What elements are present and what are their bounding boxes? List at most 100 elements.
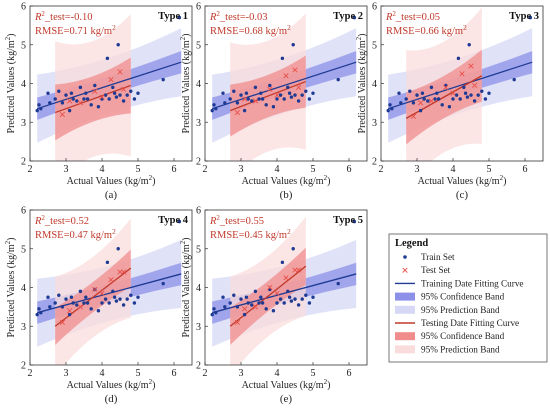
train-point — [415, 93, 419, 97]
plot-area — [210, 216, 357, 365]
train-point — [253, 289, 258, 294]
x-tick-label: 2 — [379, 164, 384, 175]
train-point — [82, 301, 86, 305]
train-point — [250, 303, 254, 307]
train-point — [103, 297, 108, 301]
train-point — [289, 299, 294, 303]
testing-fit-line — [405, 75, 483, 119]
test-point — [234, 319, 241, 325]
train-point — [278, 93, 283, 97]
train-point — [53, 301, 57, 305]
train-point — [487, 91, 491, 95]
train-point — [307, 301, 312, 305]
train-point — [411, 101, 416, 105]
train-point — [291, 247, 295, 251]
train-point — [469, 93, 473, 97]
x-tick-label: 4 — [275, 164, 280, 175]
train-point — [212, 103, 216, 107]
test-point — [295, 84, 302, 90]
y-tick-label: 4 — [196, 283, 201, 294]
panel-title: Type 4 — [158, 215, 189, 226]
y-tick-label: 2 — [372, 157, 377, 168]
train-point — [214, 106, 218, 111]
train-point — [118, 93, 122, 97]
test-point — [283, 275, 289, 281]
test-point — [108, 277, 114, 283]
train-point — [463, 91, 468, 95]
train-point — [462, 85, 466, 90]
legend-train-dot — [403, 255, 407, 259]
x-tick-label: 6 — [347, 368, 352, 379]
train-point — [244, 91, 249, 95]
train-point — [296, 303, 301, 307]
train-point — [107, 301, 111, 305]
train-point — [282, 301, 286, 305]
train-point — [260, 301, 265, 305]
train-point — [259, 91, 263, 95]
train-point — [100, 301, 104, 305]
train-point — [228, 97, 232, 101]
y-tick-label: 2 — [196, 361, 201, 372]
chart-panel-3: 2 3 4 5 6 2 3 4 5 6 Actual Values (kg/m2) Predicted… — [355, 2, 544, 201]
train-point — [71, 97, 75, 101]
train-point — [67, 312, 72, 317]
train-point — [48, 101, 52, 105]
train-point — [304, 89, 308, 93]
y-tick-label: 6 — [196, 206, 201, 217]
train-point — [286, 289, 290, 294]
train-point — [275, 97, 279, 101]
test-point — [241, 96, 248, 102]
train-point — [467, 43, 471, 47]
y-axis-label: Predicted Values (kg/m2) — [4, 238, 17, 338]
test-point — [108, 77, 114, 83]
x-tick-label: 3 — [239, 164, 244, 175]
train-point — [48, 305, 52, 309]
train-point — [287, 91, 292, 95]
train-point — [39, 106, 43, 111]
train-point — [239, 93, 243, 97]
chart-panel-5: 2 3 4 5 6 2 3 4 5 6 Actual Values (kg/m2) Predicted… — [179, 206, 368, 405]
train-point — [282, 97, 286, 101]
train-point — [271, 309, 276, 313]
train-point — [280, 260, 285, 265]
x-tick-label: 4 — [100, 368, 105, 379]
train-point — [85, 301, 90, 305]
test-point — [410, 113, 417, 120]
legend-item-label: Training Date Fitting Curve — [421, 278, 524, 288]
test-point — [99, 290, 105, 296]
train-point — [336, 281, 340, 286]
train-point — [136, 91, 140, 95]
train-point — [129, 89, 133, 93]
train-point — [105, 56, 110, 61]
train-point — [447, 105, 452, 109]
training-fit-line — [212, 61, 357, 110]
train-point — [476, 93, 480, 97]
train-point — [260, 97, 265, 101]
train-point — [96, 309, 101, 313]
train-point — [177, 219, 182, 224]
test-point — [274, 290, 280, 296]
legend-title: Legend — [395, 238, 428, 249]
train-point — [112, 295, 117, 299]
train-point — [456, 56, 461, 61]
train-point — [64, 297, 68, 301]
train-point — [84, 295, 88, 299]
train-point — [257, 97, 261, 101]
train-point — [111, 289, 115, 294]
train-point — [289, 95, 294, 99]
train-point — [451, 97, 455, 101]
train-point — [60, 305, 65, 309]
x-axis-label: Actual Values (kg/m2) — [418, 174, 507, 187]
test-point — [471, 82, 478, 89]
chart-panel-1: 2 3 4 5 6 2 3 4 5 6 Actual Values (kg/m2) Predicted… — [4, 2, 193, 201]
x-tick-label: 2 — [28, 164, 33, 175]
panel-title: Type 2 — [333, 11, 363, 22]
x-axis-label: Actual Values (kg/m2) — [67, 378, 156, 391]
train-point — [39, 310, 43, 315]
legend-band-swatch — [395, 345, 415, 354]
train-point — [454, 93, 459, 97]
x-tick-label: 4 — [100, 164, 105, 175]
train-point — [89, 103, 93, 107]
y-axis-label: Predicted Values (kg/m2) — [179, 34, 192, 134]
r2-text: R2_test=0.52 — [34, 214, 89, 227]
